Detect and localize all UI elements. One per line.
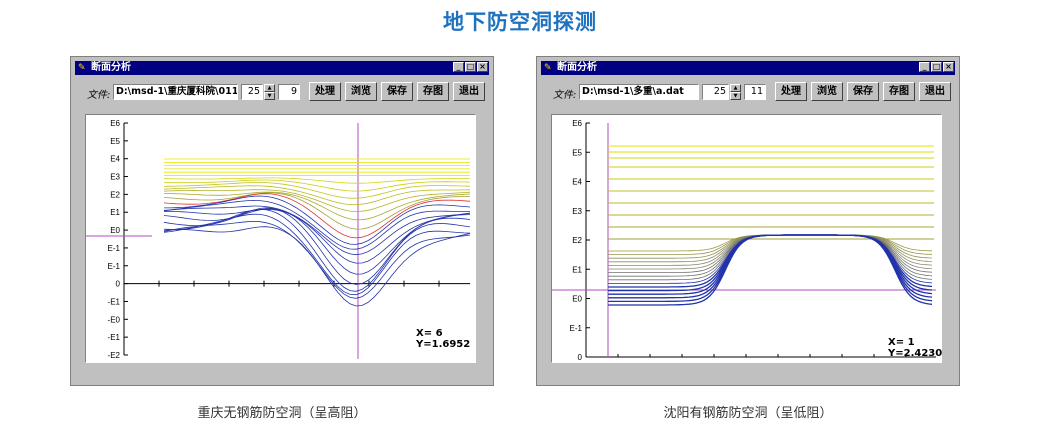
profile-curve	[163, 207, 471, 285]
file-path-input[interactable]: D:\msd-1\重庆厦科院\0119	[113, 84, 238, 100]
profile-curve	[164, 195, 471, 245]
plot-area[interactable]: E6 E5 E4 E3 E2 E1 E0 E-1 0 X= 1 Y=2.4230	[551, 114, 942, 363]
y-tick-label: E3	[110, 173, 120, 182]
plot-area[interactable]: E6 E5 E4 E3 E2 E1 E0 E-1 E-1 0 -E1 -E0 -E1 -E2 X= 6 Y…	[85, 114, 476, 363]
profile-curve	[163, 189, 471, 212]
caption-right: 沈阳有钢筋防空洞（呈低阻）	[663, 406, 833, 421]
exit-button[interactable]: 退出	[453, 82, 485, 101]
readout-x: X= 6	[416, 328, 443, 339]
browse-button[interactable]: 浏览	[811, 82, 843, 101]
y-tick-label: E6	[110, 119, 120, 128]
section-plot: E6 E5 E4 E3 E2 E1 E0 E-1 0	[552, 119, 936, 362]
spin-down-icon[interactable]: ▼	[264, 92, 275, 100]
section-plot: E6 E5 E4 E3 E2 E1 E0 E-1 E-1 0 -E1 -E0 -E1 -E2	[86, 119, 471, 360]
count-a-input[interactable]: 25	[241, 84, 263, 100]
app-icon: ✎	[78, 63, 86, 73]
y-tick-label: E2	[572, 236, 582, 245]
y-tick-label: E5	[110, 137, 120, 146]
process-button[interactable]: 处理	[775, 82, 807, 101]
y-tick-label: E1	[110, 208, 120, 217]
save-image-button[interactable]: 存图	[417, 82, 449, 101]
toolbar: 文件: D:\msd-1\多重\a.dat 25 ▲ ▼ 11 处理 浏览 保存 …	[541, 81, 955, 103]
maximize-icon[interactable]: □	[931, 62, 942, 72]
close-icon[interactable]: ×	[943, 62, 954, 72]
profile-curve	[163, 199, 471, 250]
file-label: 文件:	[553, 90, 577, 101]
y-tick-label: -E1	[108, 297, 121, 306]
y-tick-label: E1	[572, 265, 582, 274]
exit-button[interactable]: 退出	[919, 82, 951, 101]
count-b-input[interactable]: 9	[278, 84, 300, 100]
y-tick-label: E4	[572, 178, 582, 187]
y-tick-label: E3	[572, 207, 582, 216]
y-tick-label: E2	[110, 190, 120, 199]
profile-curve	[163, 226, 471, 307]
count-b-input[interactable]: 11	[744, 84, 766, 100]
y-tick-label: E4	[110, 155, 120, 164]
profile-curve	[163, 182, 471, 199]
readout-x: X= 1	[888, 337, 915, 348]
profile-curve	[163, 185, 471, 206]
profile-curve	[163, 192, 470, 230]
y-tick-label: E-1	[108, 262, 121, 271]
page-title: 地下防空洞探测	[443, 10, 597, 34]
profile-curve	[163, 193, 471, 239]
close-icon[interactable]: ×	[477, 62, 488, 72]
readout-y: Y=1.6952	[416, 339, 471, 350]
readout-y: Y=2.4230	[888, 348, 943, 359]
save-button[interactable]: 保存	[847, 82, 879, 101]
file-path-input[interactable]: D:\msd-1\多重\a.dat	[579, 84, 699, 100]
minimize-icon[interactable]: _	[453, 62, 464, 72]
spin-down-icon[interactable]: ▼	[730, 92, 741, 100]
y-tick-label: -E2	[108, 351, 121, 360]
profile-curve	[163, 177, 471, 184]
y-tick-label: E0	[572, 295, 582, 304]
minimize-icon[interactable]: _	[919, 62, 930, 72]
y-tick-label: E6	[572, 119, 582, 128]
spin-up-icon[interactable]: ▲	[264, 84, 275, 92]
profile-curve	[163, 179, 471, 192]
count-a-input[interactable]: 25	[702, 84, 729, 100]
profile-curve	[164, 191, 471, 221]
caption-left: 重庆无钢筋防空洞（呈高阻）	[197, 406, 367, 421]
window-title: 断面分析	[557, 62, 597, 73]
process-button[interactable]: 处理	[309, 82, 341, 101]
browse-button[interactable]: 浏览	[345, 82, 377, 101]
window-title: 断面分析	[91, 62, 131, 73]
maximize-icon[interactable]: □	[465, 62, 476, 72]
file-label: 文件:	[87, 90, 111, 101]
count-spinner[interactable]: ▲ ▼	[264, 84, 275, 100]
spin-up-icon[interactable]: ▲	[730, 84, 741, 92]
y-tick-label: -E0	[108, 315, 121, 324]
window-titlebar: ✎ 断面分析 _ □ ×	[541, 61, 955, 75]
y-tick-label: 0	[578, 353, 583, 362]
profile-curve	[608, 234, 933, 306]
y-tick-label: E-1	[570, 324, 583, 333]
count-spinner[interactable]: ▲ ▼	[730, 84, 741, 100]
y-tick-label: E-1	[108, 244, 121, 253]
y-tick-label: E5	[572, 148, 582, 157]
profile-curve	[163, 208, 471, 292]
y-tick-label: 0	[116, 280, 121, 289]
section-analysis-window-2: ✎ 断面分析 _ □ × 文件: D:\msd-1\多重\a.dat 25 ▲ ▼ …	[536, 56, 960, 386]
toolbar: 文件: D:\msd-1\重庆厦科院\0119 25 ▲ ▼ 9 处理 浏览 保存…	[75, 81, 489, 103]
window-titlebar: ✎ 断面分析 _ □ ×	[75, 61, 489, 75]
save-image-button[interactable]: 存图	[883, 82, 915, 101]
section-analysis-window-1: ✎ 断面分析 _ □ × 文件: D:\msd-1\重庆厦科院\0119 25 ▲…	[70, 56, 494, 386]
profile-curve	[163, 205, 471, 256]
profile-curve	[163, 208, 471, 264]
save-button[interactable]: 保存	[381, 82, 413, 101]
profile-curve	[163, 213, 471, 296]
app-icon: ✎	[544, 63, 552, 73]
y-tick-label: E0	[110, 226, 120, 235]
y-tick-label: -E1	[108, 333, 121, 342]
